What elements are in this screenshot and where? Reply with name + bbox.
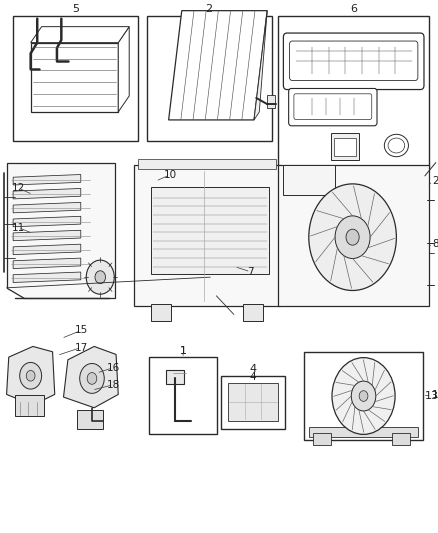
Text: 17: 17 [74,343,88,352]
Bar [243,304,263,321]
Text: 2: 2 [205,4,213,14]
Circle shape [351,381,376,411]
Text: 6: 6 [350,4,357,14]
FancyBboxPatch shape [294,94,372,119]
Text: 8: 8 [433,239,438,248]
Bar [313,433,331,445]
Polygon shape [31,27,129,43]
Text: 13: 13 [425,391,438,401]
Bar [228,383,278,421]
Bar [147,16,272,141]
Text: 4: 4 [250,373,257,382]
Polygon shape [13,189,81,199]
Circle shape [86,260,114,294]
Polygon shape [7,163,115,298]
Text: 21: 21 [433,176,438,186]
Polygon shape [13,230,81,241]
Text: 13: 13 [431,391,438,400]
Text: 1: 1 [180,345,186,356]
Circle shape [26,370,35,381]
Ellipse shape [388,138,405,153]
Bar [278,16,429,168]
Polygon shape [64,346,118,408]
Text: 16: 16 [106,363,120,373]
Bar [283,165,335,195]
Polygon shape [13,216,81,227]
Text: 5: 5 [72,4,79,14]
Bar [334,138,356,156]
Polygon shape [7,346,55,405]
Bar [149,357,217,434]
Circle shape [359,391,368,401]
Bar [138,159,276,169]
Text: 4: 4 [249,364,257,374]
Text: 15: 15 [74,326,88,335]
Polygon shape [13,203,81,213]
Bar [13,16,138,141]
Polygon shape [13,258,81,269]
Polygon shape [13,174,81,185]
FancyBboxPatch shape [290,41,418,80]
Text: 12: 12 [12,183,25,193]
Polygon shape [254,11,267,120]
Bar [309,427,418,437]
Bar [392,433,410,445]
Circle shape [80,364,104,393]
Bar [221,376,285,429]
Text: 10: 10 [163,170,177,180]
Bar [77,410,103,429]
Polygon shape [118,27,129,112]
Circle shape [332,358,395,434]
Bar [278,165,429,306]
Text: 1: 1 [180,346,187,356]
Bar [304,352,423,440]
Circle shape [346,229,359,245]
Bar [267,95,275,109]
Circle shape [95,271,106,284]
Circle shape [87,373,97,384]
Text: 18: 18 [106,380,120,390]
Bar [331,133,359,160]
Polygon shape [13,244,81,255]
Ellipse shape [384,134,408,157]
Bar [151,187,269,274]
Bar [31,43,118,112]
Bar [166,370,184,384]
Bar [134,165,280,306]
Polygon shape [13,272,81,282]
Circle shape [20,362,42,389]
Text: 11: 11 [12,223,25,232]
FancyBboxPatch shape [289,88,377,126]
FancyBboxPatch shape [283,33,424,90]
Circle shape [309,184,396,290]
Polygon shape [169,11,267,120]
Text: 7: 7 [247,267,254,277]
Bar [15,395,44,416]
Circle shape [335,216,370,259]
Bar [151,304,171,321]
